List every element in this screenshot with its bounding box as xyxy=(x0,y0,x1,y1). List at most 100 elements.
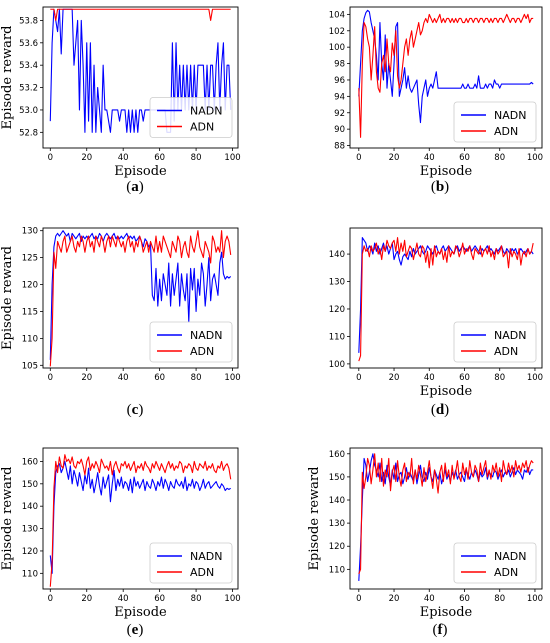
legend-label-nadn: NADN xyxy=(190,105,222,118)
legend: NADN ADN xyxy=(453,542,537,584)
x-tick-label: 0 xyxy=(48,594,53,604)
legend-box xyxy=(149,542,233,584)
panel-caption: (b) xyxy=(431,179,449,195)
plot-frame xyxy=(42,227,239,369)
x-tick-label: 40 xyxy=(424,594,435,604)
x-tick-label: 100 xyxy=(224,373,240,383)
series-layer xyxy=(358,237,534,362)
legend-label-nadn: NADN xyxy=(494,329,526,342)
x-tick-label: 0 xyxy=(356,153,361,163)
x-tick-label: 80 xyxy=(191,153,202,163)
caption-letter: e xyxy=(132,622,139,638)
caption-close: ) xyxy=(138,622,143,638)
caption-open: ( xyxy=(433,622,438,638)
y-tick-label: 105 xyxy=(22,361,38,371)
y-tick-label: 98 xyxy=(334,60,345,70)
panel-a: 0 20 40 60 80 100 52.8 53.0 53.2 53.4 53.6 53.8 Epis… xyxy=(0,6,241,195)
caption-close: ) xyxy=(139,179,144,195)
legend: NADN ADN xyxy=(453,321,537,363)
x-axis-label: Episode xyxy=(420,605,473,620)
y-tick-label: 140 xyxy=(329,250,345,260)
legend-label-nadn: NADN xyxy=(190,550,222,563)
y-tick-label: 120 xyxy=(22,547,38,557)
caption-letter: d xyxy=(436,402,445,418)
legend: NADN ADN xyxy=(149,97,233,138)
legend-box xyxy=(453,101,537,143)
y-tick-label: 53.8 xyxy=(19,16,38,26)
x-tick-label: 80 xyxy=(494,373,505,383)
x-tick-label: 40 xyxy=(118,153,129,163)
caption-close: ) xyxy=(444,179,449,195)
y-tick-label: 160 xyxy=(22,457,38,467)
y-tick-label: 115 xyxy=(22,307,38,317)
x-tick-label: 60 xyxy=(459,373,470,383)
caption-open: ( xyxy=(127,622,132,638)
x-tick-label: 20 xyxy=(389,373,400,383)
y-tick-label: 130 xyxy=(329,519,345,529)
x-tick-label: 60 xyxy=(154,594,165,604)
legend-label-adn: ADN xyxy=(190,345,214,358)
y-tick-label: 150 xyxy=(329,473,345,483)
panel-caption: (f) xyxy=(433,622,448,638)
y-tick-label: 110 xyxy=(22,334,38,344)
y-tick-label: 53.6 xyxy=(19,39,38,49)
y-axis-label: Episode reward xyxy=(307,467,322,571)
legend-label-adn: ADN xyxy=(494,566,518,579)
caption-close: ) xyxy=(138,402,143,418)
y-tick-label: 92 xyxy=(334,109,345,119)
y-tick-label: 94 xyxy=(334,92,345,102)
x-tick-label: 80 xyxy=(494,153,505,163)
series-line-nadn xyxy=(358,9,534,124)
y-tick-label: 110 xyxy=(329,565,345,575)
caption-letter: f xyxy=(438,622,444,638)
x-tick-label: 20 xyxy=(81,373,92,383)
y-tick-label: 130 xyxy=(329,278,345,288)
series-line-adn xyxy=(50,8,231,21)
series-line-nadn xyxy=(358,237,534,353)
caption-open: ( xyxy=(431,179,436,195)
x-tick-label: 60 xyxy=(459,153,470,163)
legend-box xyxy=(453,542,537,584)
x-tick-label: 0 xyxy=(48,153,53,163)
y-tick-label: 150 xyxy=(22,480,38,490)
x-axis-label: Episode xyxy=(114,605,167,620)
series-line-adn xyxy=(358,13,534,138)
series-line-nadn xyxy=(49,460,231,574)
legend: NADN ADN xyxy=(149,542,233,584)
x-tick-label: 0 xyxy=(48,373,53,383)
x-tick-label: 60 xyxy=(154,153,165,163)
caption-open: ( xyxy=(127,402,132,418)
panel-caption: (a) xyxy=(126,179,144,195)
x-tick-label: 100 xyxy=(527,594,543,604)
series-layer xyxy=(49,454,232,587)
x-tick-label: 0 xyxy=(356,373,361,383)
y-tick-label: 53.0 xyxy=(19,106,38,116)
legend: NADN ADN xyxy=(149,321,233,363)
legend-label-nadn: NADN xyxy=(494,109,526,122)
y-tick-label: 104 xyxy=(329,10,345,20)
y-tick-label: 120 xyxy=(329,542,345,552)
caption-open: ( xyxy=(431,402,436,418)
y-tick-label: 53.4 xyxy=(19,61,38,71)
y-axis-label: Episode reward xyxy=(0,246,15,350)
y-tick-label: 88 xyxy=(334,142,345,152)
x-tick-label: 80 xyxy=(191,373,202,383)
panel-caption: (e) xyxy=(127,622,144,638)
caption-letter: c xyxy=(132,402,139,418)
series-layer xyxy=(49,8,232,133)
plot-frame xyxy=(42,447,239,590)
legend-label-nadn: NADN xyxy=(494,550,526,563)
y-tick-label: 140 xyxy=(329,496,345,506)
series-layer xyxy=(358,9,534,138)
caption-close: ) xyxy=(444,402,449,418)
legend-label-adn: ADN xyxy=(190,121,214,134)
series-line-nadn xyxy=(49,8,232,133)
x-tick-label: 40 xyxy=(118,594,129,604)
x-tick-label: 80 xyxy=(494,594,505,604)
legend: NADN ADN xyxy=(453,101,537,143)
x-tick-label: 80 xyxy=(191,594,202,604)
y-tick-label: 100 xyxy=(329,360,345,370)
legend-label-adn: ADN xyxy=(494,345,518,358)
y-axis-label: Episode reward xyxy=(0,467,15,571)
